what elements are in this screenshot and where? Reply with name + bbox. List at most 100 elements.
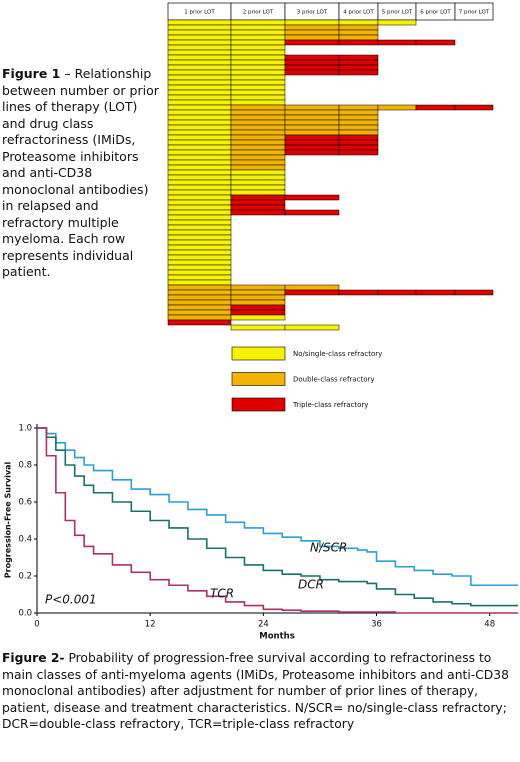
- cell: [230, 199, 286, 206]
- survival-curve: [37, 427, 518, 587]
- x-axis-label: Months: [259, 632, 295, 642]
- cell: [230, 149, 286, 156]
- cell: [167, 269, 232, 276]
- cell: [230, 189, 286, 196]
- cell: [230, 59, 286, 66]
- cell: [167, 79, 232, 86]
- cell: [167, 139, 232, 146]
- series-label: DCR: [298, 578, 324, 592]
- cell: [167, 69, 232, 76]
- column-header-label: 3 prior LOT: [297, 10, 328, 16]
- cell: [167, 224, 232, 231]
- cell: [230, 124, 286, 131]
- cell: [167, 314, 232, 321]
- cell: [454, 289, 494, 296]
- cell: [167, 124, 232, 131]
- figures: 1 prior LOT 2 prior LOT 3 prior LOT 4 prior…: [4, 2, 518, 642]
- cell: [230, 34, 286, 41]
- cell: [167, 104, 232, 111]
- cell: [167, 144, 232, 151]
- cell: [338, 119, 379, 126]
- cell: [230, 179, 286, 186]
- cell: [167, 274, 232, 281]
- cell: [284, 134, 340, 141]
- cell: [230, 64, 286, 71]
- column-header: [454, 2, 494, 21]
- cell: [338, 29, 379, 36]
- legend-label: No/single-class refractory: [293, 350, 382, 358]
- cell: [167, 19, 232, 26]
- cell: [167, 229, 232, 236]
- cell: [167, 114, 232, 121]
- cell: [230, 169, 286, 176]
- cell: [167, 34, 232, 41]
- cell: [167, 304, 232, 311]
- cell: [167, 259, 232, 266]
- cell: [167, 214, 232, 221]
- cell: [167, 29, 232, 36]
- cell: [284, 289, 340, 296]
- series-label: N/SCR: [310, 541, 347, 555]
- cell: [338, 129, 379, 136]
- cell: [230, 74, 286, 81]
- column-header-label: 5 prior LOT: [382, 10, 413, 16]
- cell: [230, 159, 286, 166]
- cell: [377, 104, 417, 111]
- cell: [167, 194, 232, 201]
- cell: [338, 124, 379, 131]
- cell: [338, 59, 379, 66]
- cell: [167, 64, 232, 71]
- cell: [338, 54, 379, 61]
- cell: [230, 129, 286, 136]
- cell: [338, 144, 379, 151]
- cell: [167, 309, 232, 316]
- cell: [230, 299, 286, 306]
- cell: [167, 39, 232, 46]
- x-tick-label: 36: [371, 620, 382, 630]
- cell: [230, 29, 286, 36]
- column-header-label: 1 prior LOT: [184, 10, 215, 16]
- legend-label: Double-class refractory: [293, 376, 375, 384]
- cell: [167, 149, 232, 156]
- annotation: P<0.001: [45, 593, 97, 607]
- cell: [230, 294, 286, 301]
- cell: [284, 59, 340, 66]
- cell: [167, 119, 232, 126]
- cell: [230, 209, 286, 216]
- cell: [284, 209, 340, 216]
- legend-label: Triple-class refractory: [292, 401, 368, 409]
- cell: [338, 289, 379, 296]
- figure2-caption: Figure 2- Probability of progression-fre…: [2, 650, 518, 733]
- cell: [167, 89, 232, 96]
- cell: [230, 104, 286, 111]
- cell: [230, 89, 286, 96]
- column-header-label: 2 prior LOT: [243, 10, 274, 16]
- cell: [377, 39, 417, 46]
- cell: [284, 104, 340, 111]
- cell: [284, 39, 340, 46]
- cell: [338, 114, 379, 121]
- cell: [284, 114, 340, 121]
- cell: [284, 19, 340, 26]
- cell: [338, 39, 379, 46]
- cell: [167, 234, 232, 241]
- cell: [338, 64, 379, 71]
- cell: [338, 24, 379, 31]
- cell: [167, 59, 232, 66]
- cell: [167, 254, 232, 261]
- x-tick-label: 0: [34, 620, 39, 630]
- cell: [230, 284, 286, 291]
- cell: [284, 149, 340, 156]
- cell: [167, 199, 232, 206]
- cell: [167, 109, 232, 116]
- cell: [284, 144, 340, 151]
- cell: [338, 19, 379, 26]
- cell: [230, 119, 286, 126]
- x-tick-label: 24: [258, 620, 269, 630]
- cell: [167, 44, 232, 51]
- cell: [167, 184, 232, 191]
- cell: [338, 34, 379, 41]
- cell: [230, 144, 286, 151]
- cell: [230, 184, 286, 191]
- caption-text: Probability of progression-free survival…: [2, 651, 509, 731]
